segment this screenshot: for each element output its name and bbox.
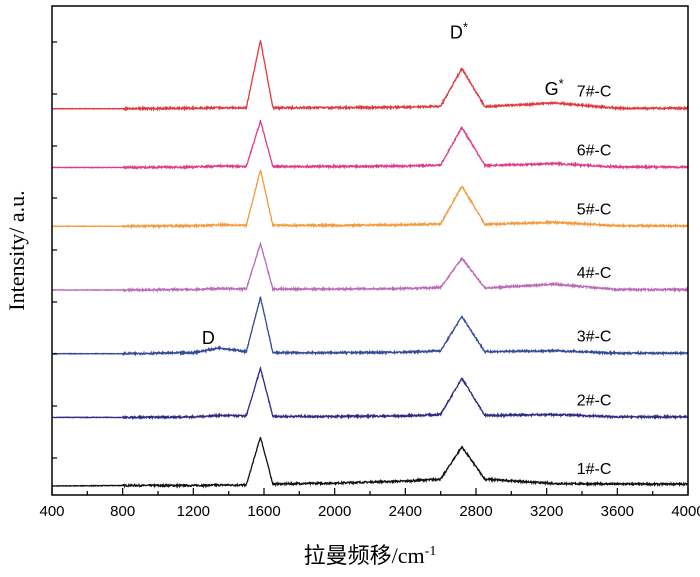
series-line-4#-C: [51, 241, 689, 293]
series-label-1#-C: 1#-C: [577, 461, 612, 478]
peak-annotations: GDD*G*: [202, 0, 564, 348]
y-axis-title: Intensity/ a.u.: [4, 190, 29, 310]
series-label-6#-C: 6#-C: [577, 143, 612, 160]
series-line-6#-C: [51, 119, 689, 171]
series-label-7#-C: 7#-C: [577, 84, 612, 101]
x-axis-title: 拉曼频移/cm-1: [304, 543, 437, 568]
x-tick-label: 3200: [530, 503, 563, 520]
annotation-g-star: G*: [545, 76, 564, 99]
x-tick-label: 400: [39, 503, 64, 520]
x-tick-label: 2400: [389, 503, 422, 520]
y-axis-ticks: [52, 41, 57, 459]
series-label-4#-C: 4#-C: [577, 265, 612, 282]
series-label-3#-C: 3#-C: [577, 329, 612, 346]
x-tick-label: 2800: [459, 503, 492, 520]
x-tick-label: 4000: [671, 503, 700, 520]
x-tick-label: 3600: [601, 503, 634, 520]
x-axis-title-main: 拉曼频移/cm: [304, 543, 425, 568]
series-label-5#-C: 5#-C: [577, 201, 612, 218]
series-traces: [51, 40, 689, 489]
series-label-2#-C: 2#-C: [577, 392, 612, 409]
series-line-5#-C: [52, 169, 689, 230]
annotation-d-star: D*: [450, 20, 468, 43]
series-line-7#-C: [51, 40, 689, 112]
plot-frame: [51, 5, 689, 496]
x-axis-ticks: 400 800 1200 1600 2000 2400 2800 3200 3600 4000: [39, 488, 700, 520]
x-tick-label: 1600: [247, 503, 280, 520]
annotation-d: D: [202, 328, 215, 348]
series-line-3#-C: [51, 296, 688, 357]
x-tick-label: 2000: [318, 503, 351, 520]
series-labels: 1#-C 2#-C 3#-C 4#-C 5#-C 6#-C 7#-C: [577, 84, 612, 478]
x-tick-label: 1200: [177, 503, 210, 520]
x-axis-title-sup: -1: [425, 544, 437, 559]
x-tick-label: 800: [110, 503, 135, 520]
series-line-2#-C: [51, 365, 689, 421]
series-line-1#-C: [51, 436, 689, 489]
